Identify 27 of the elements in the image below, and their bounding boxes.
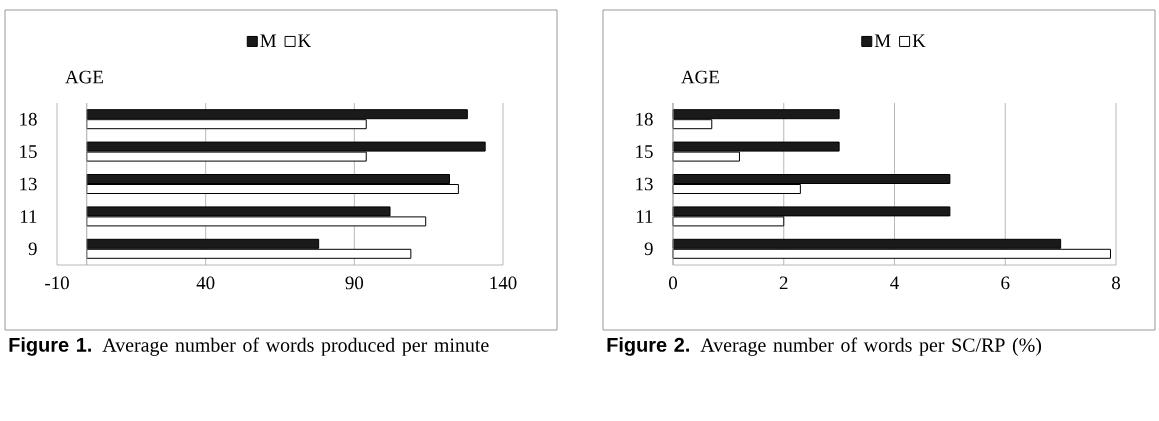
x-tick-label: 2 [779,276,788,290]
text: Figure 1. Average number of words produced per minute [9,337,489,356]
y-axis-title: AGE [65,70,103,84]
x-tick-label: -10 [45,276,69,290]
x-tick-label: 4 [890,276,899,289]
x-tick-label: 40 [196,276,215,290]
x-tick-label: 6 [1001,276,1010,290]
x-tick-label: 90 [345,276,364,290]
y-tick-label: 18 [636,112,653,126]
y-tick-label: 11 [20,210,37,223]
legend-label: M [260,34,277,47]
x-tick-label: 0 [669,276,678,290]
y-tick-label: 13 [636,177,653,191]
y-tick-label: 9 [644,242,653,256]
y-tick-label: 15 [636,145,653,158]
y-tick-label: 15 [20,145,37,158]
y-axis-title: AGE [681,70,719,84]
x-tick-label: 140 [490,276,517,290]
legend-label: K [912,34,926,47]
legend-label: M [874,34,891,47]
legend-label: K [298,34,312,47]
y-tick-label: 13 [20,177,37,191]
x-tick-label: 8 [1112,276,1121,290]
y-tick-label: 9 [28,242,37,256]
y-tick-label: 18 [20,112,37,126]
y-tick-label: 11 [636,210,653,223]
text: Figure 2. Average number of words per SC/RP (%) [607,337,1042,356]
